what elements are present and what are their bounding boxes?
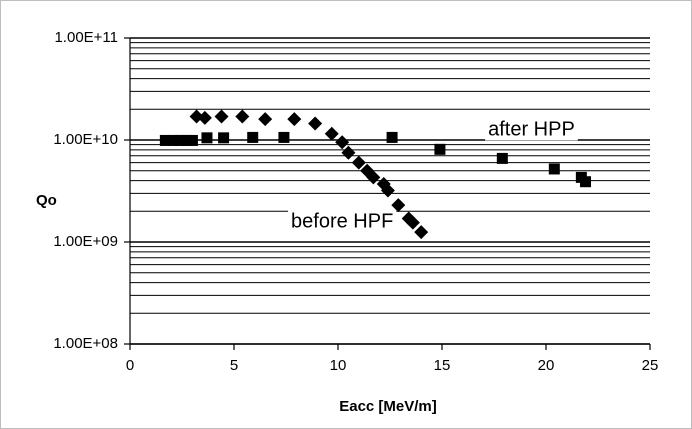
data-point-square <box>434 143 446 155</box>
series-diamond <box>189 109 429 240</box>
annotation-background <box>288 210 397 233</box>
y-axis-title: Qo <box>36 192 57 209</box>
data-point-square <box>580 176 592 188</box>
data-point-square <box>180 134 192 146</box>
y-tick-label: 1.00E+10 <box>53 131 118 148</box>
data-point-square <box>186 134 198 146</box>
data-point-diamond <box>380 183 395 198</box>
annotation-label: after HPP <box>488 118 575 140</box>
y-tick-label: 1.00E+08 <box>53 335 118 352</box>
data-point-square <box>496 152 508 164</box>
data-point-diamond <box>341 145 356 160</box>
y-tick-labels: 1.00E+08 1.00E+09 1.00E+10 1.00E+11 <box>53 29 118 352</box>
x-tick-label: 20 <box>538 357 555 374</box>
data-series <box>159 109 592 240</box>
x-tick-label: 0 <box>126 357 134 374</box>
data-point-diamond <box>324 126 339 141</box>
data-point-diamond <box>414 225 429 240</box>
data-point-square <box>174 134 186 146</box>
data-point-diamond <box>197 110 212 125</box>
data-point-diamond <box>335 135 350 150</box>
x-tick-label: 25 <box>642 357 659 374</box>
x-axis-title: Eacc [MeV/m] <box>339 398 437 415</box>
data-point-square <box>247 131 259 143</box>
data-point-diamond <box>235 109 250 124</box>
data-point-diamond <box>405 215 420 230</box>
x-tick-label: 5 <box>230 357 238 374</box>
annotation-label: before HPF <box>291 210 393 232</box>
data-point-square <box>386 131 398 143</box>
data-point-diamond <box>391 198 406 213</box>
annotation-background <box>485 118 578 141</box>
data-point-diamond <box>287 112 302 127</box>
series-square <box>159 131 592 188</box>
y-tick-label: 1.00E+09 <box>53 233 118 250</box>
data-point-diamond <box>366 170 381 185</box>
data-point-square <box>168 134 180 146</box>
data-point-square <box>218 132 230 144</box>
data-point-diamond <box>308 116 323 131</box>
data-point-square <box>548 163 560 175</box>
data-point-diamond <box>258 112 273 127</box>
annotations: after HPP before HPF <box>288 118 578 233</box>
data-point-diamond <box>351 155 366 170</box>
data-point-square <box>159 134 171 146</box>
axes <box>124 37 651 350</box>
data-point-square <box>278 131 290 143</box>
x-tick-label: 10 <box>330 357 347 374</box>
data-point-diamond <box>214 109 229 124</box>
y-tick-label: 1.00E+11 <box>54 29 118 46</box>
x-tick-label: 15 <box>434 357 451 374</box>
data-point-square <box>201 132 213 144</box>
x-tick-labels: 0 5 10 15 20 25 <box>126 357 659 374</box>
